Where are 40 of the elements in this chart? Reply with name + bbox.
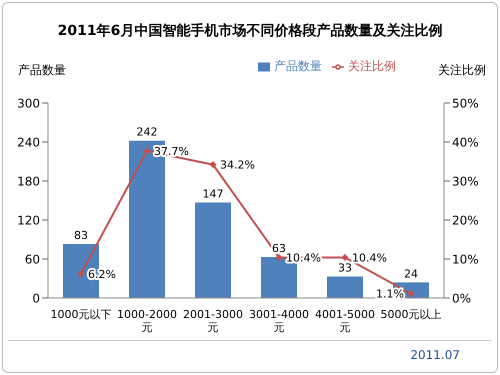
y2-tick-label: 30%: [452, 174, 479, 188]
data-label: 63: [272, 242, 286, 256]
point: [408, 290, 414, 298]
bar: [195, 202, 231, 298]
x-tick-label: 2001-3000元: [183, 308, 243, 334]
data-label: 24: [404, 267, 418, 280]
legend-label: 关注比例: [348, 59, 396, 73]
legend-label: 产品数量: [274, 59, 322, 73]
point: [78, 270, 84, 278]
y-tick-label: 60: [24, 252, 40, 266]
y-axis-title: 产品数量: [18, 62, 66, 79]
y-tick-label: 240: [17, 135, 40, 150]
point: [144, 147, 150, 154]
y-tick-label: 120: [17, 213, 40, 228]
y2-tick-label: 10%: [452, 252, 479, 266]
point: [342, 254, 348, 261]
x-tick-label: 4001-5000元: [315, 308, 375, 334]
data-label: 33: [338, 262, 352, 275]
bar: [327, 276, 363, 298]
data-label: 83: [74, 229, 88, 242]
y2-tick-label: 0%: [452, 291, 472, 306]
point: [276, 254, 282, 261]
text: 2011.07: [410, 348, 460, 362]
x-tick-label: 3001-4000元: [249, 308, 309, 334]
data-label: 10.4%: [352, 251, 387, 264]
y2-tick-label: 50%: [452, 96, 479, 110]
data-label: 242: [136, 126, 158, 139]
x-tick-label: 1000-2000元: [117, 308, 177, 334]
y-tick-label: 300: [17, 96, 40, 110]
y2-axis-title: 关注比例: [438, 62, 486, 79]
x-tick-label: 1000元以下: [50, 308, 112, 321]
chart-title: 2011年6月中国智能手机市场不同价格段产品数量及关注比例: [56, 22, 444, 40]
data-label: 34.2%: [220, 158, 255, 172]
y2-tick-label: 40%: [452, 135, 479, 150]
y-tick-label: 180: [17, 174, 40, 188]
y-tick-label: 0: [32, 291, 40, 306]
point: [210, 161, 216, 168]
y2-tick-label: 20%: [452, 213, 479, 228]
data-label: 147: [202, 187, 224, 200]
x-tick-label: 5000元以上: [380, 308, 442, 321]
